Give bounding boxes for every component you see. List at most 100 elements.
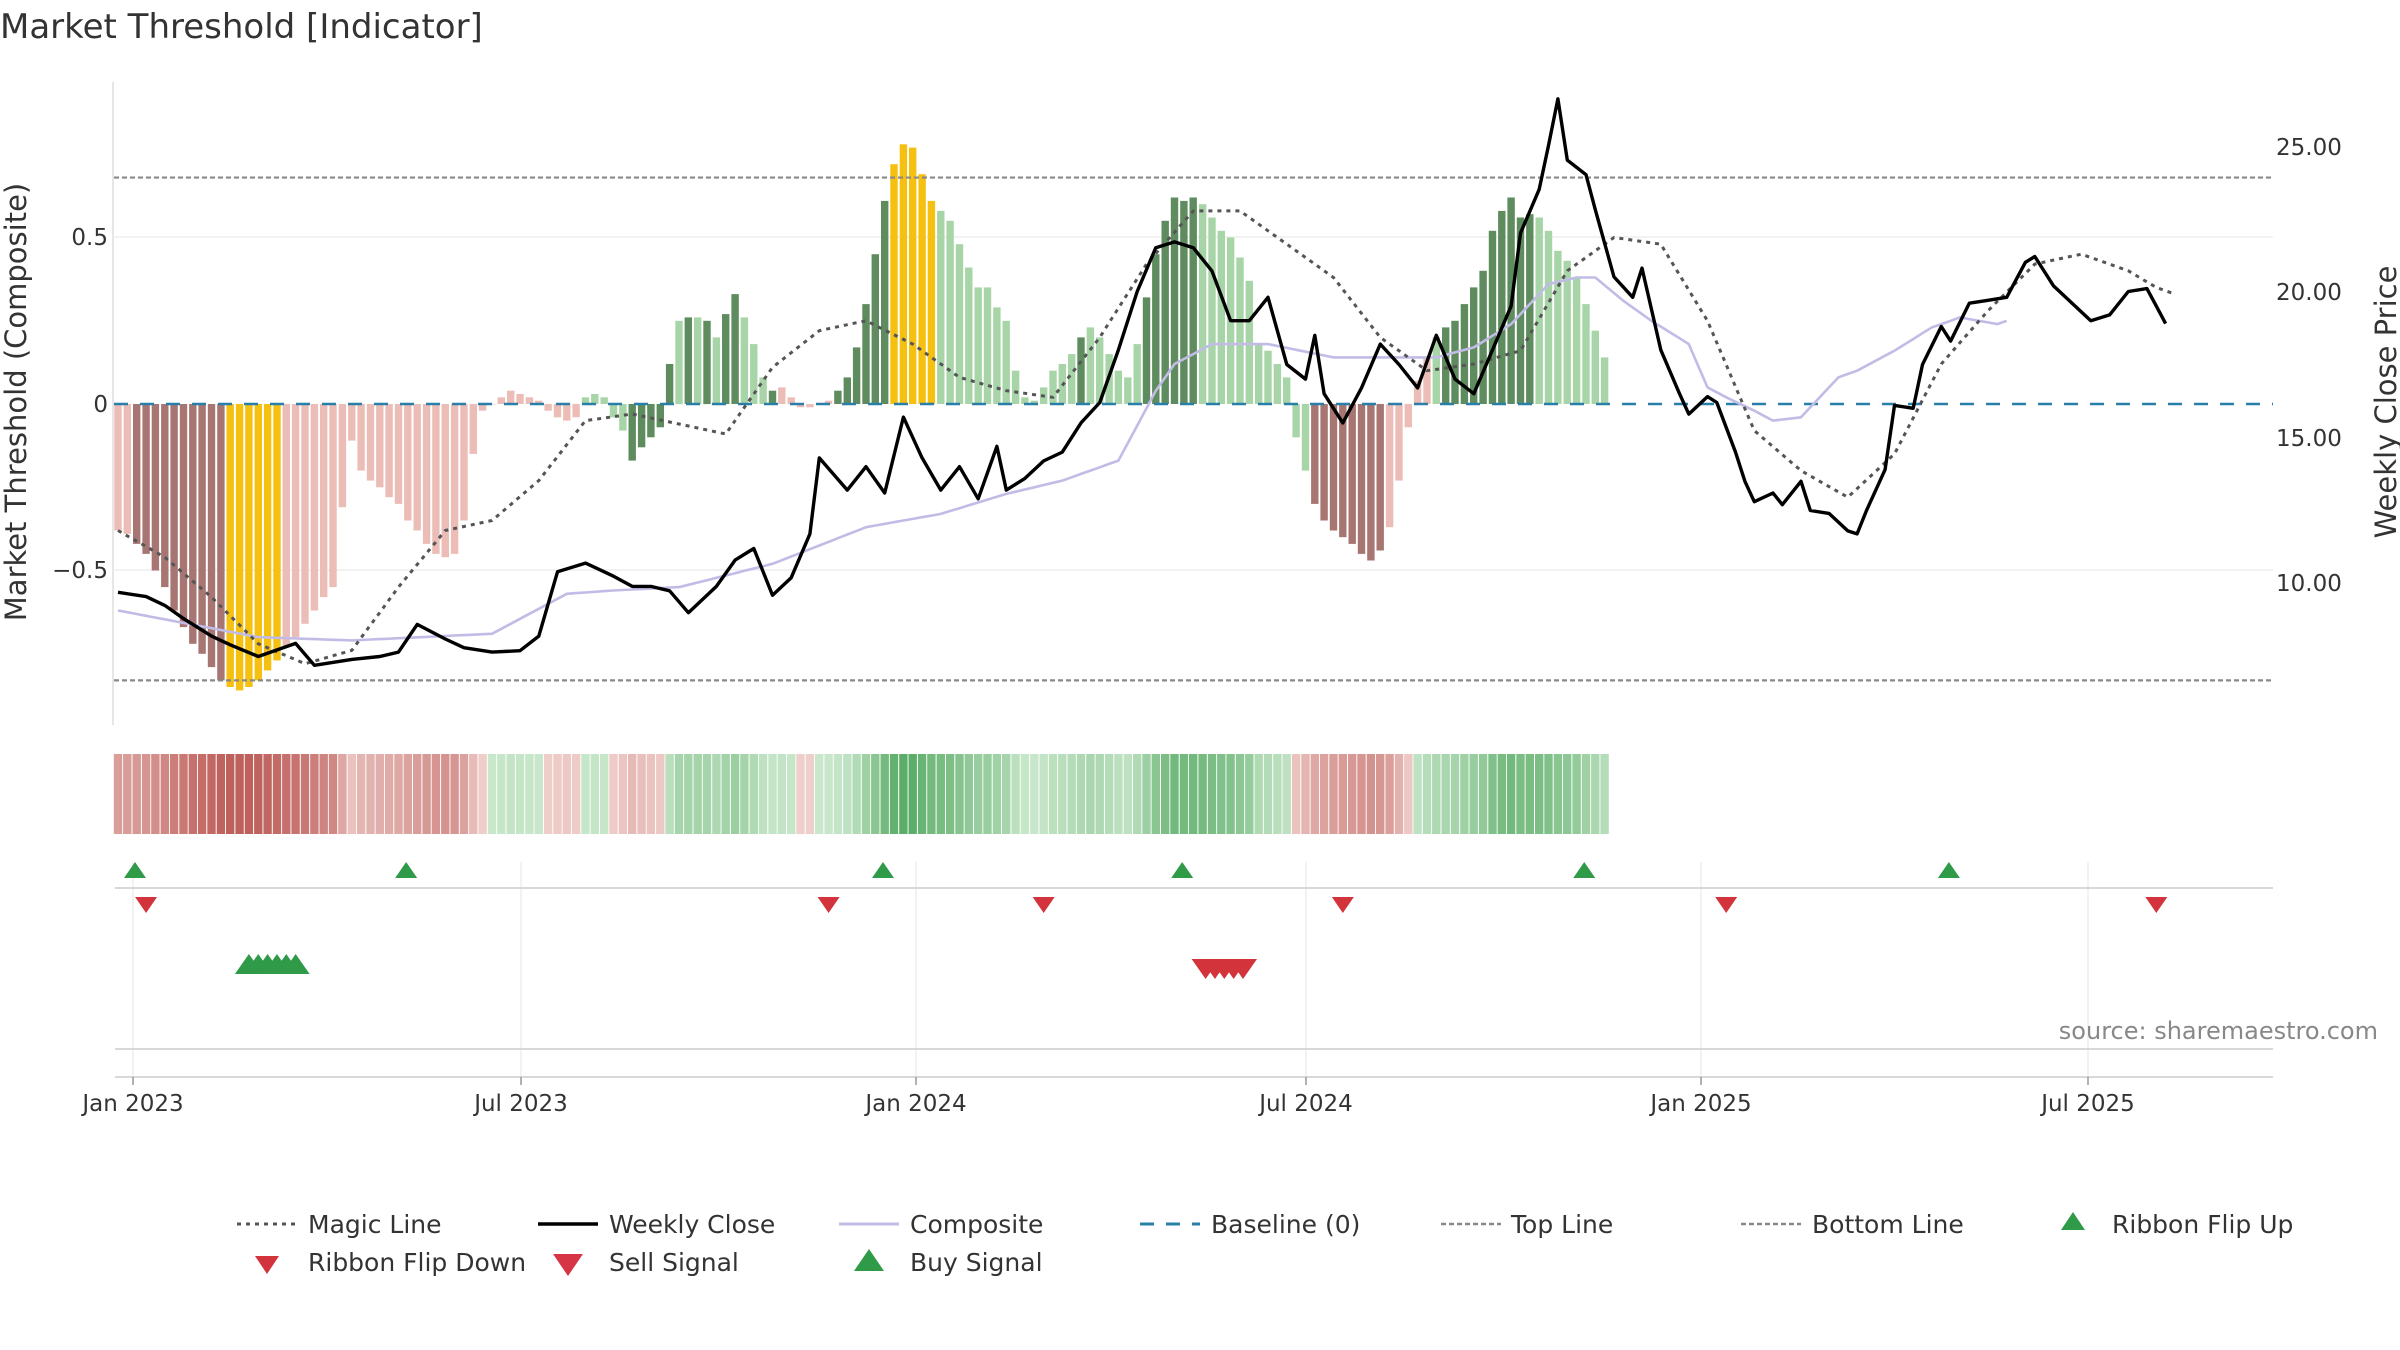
composite-bar (647, 404, 655, 438)
legend-item-buy-signal: Buy Signal (854, 1248, 1043, 1277)
composite-bar (1170, 197, 1179, 404)
ribbon-flip-down-marker (1331, 897, 1354, 913)
ribbon-segment (497, 754, 506, 834)
left-tick-label: 0.5 (71, 225, 108, 251)
ribbon-segment (908, 754, 917, 834)
composite-bar (291, 404, 300, 638)
x-tick-label: Jul 2024 (1257, 1091, 1353, 1117)
ribbon-segment (1310, 754, 1319, 834)
composite-bar (235, 404, 244, 691)
buy-signal-marker (281, 954, 310, 974)
composite-bar (329, 404, 337, 588)
composite-bar (460, 404, 468, 521)
composite-bar (1600, 357, 1609, 404)
ribbon-segment (712, 754, 721, 834)
ribbon-segment (983, 754, 992, 834)
ribbon-segment (684, 754, 693, 834)
right-tick-label: 25.00 (2276, 135, 2342, 161)
ribbon-segment (721, 754, 730, 834)
ribbon-segment (1301, 754, 1310, 834)
composite-bar (796, 404, 805, 408)
ribbon-segment (1076, 754, 1086, 834)
ribbon-segment (646, 754, 656, 834)
ribbon-segment (674, 754, 684, 834)
ribbon-segment (123, 754, 132, 834)
composite-bar (1273, 364, 1282, 404)
composite-bar (759, 377, 767, 404)
composite-bar (1236, 257, 1244, 404)
composite-bar (422, 404, 431, 544)
ribbon-segment (1338, 754, 1347, 834)
ribbon-segment (515, 754, 525, 834)
composite-bar (731, 294, 739, 404)
ribbon-segment (852, 754, 861, 834)
ribbon-segment (282, 754, 291, 834)
legend-label: Bottom Line (1812, 1210, 1964, 1239)
composite-line (117, 276, 2008, 642)
ribbon-segment (197, 754, 207, 834)
composite-bar (703, 320, 711, 405)
ribbon-segment (609, 754, 618, 834)
composite-bar (946, 220, 954, 404)
ribbon-segment (291, 754, 300, 834)
composite-bar (899, 144, 908, 405)
ribbon-segment (562, 754, 571, 834)
composite-bar (469, 404, 477, 454)
composite-bar (1442, 327, 1450, 404)
ribbon-segment (441, 754, 450, 834)
ribbon-segment (1478, 754, 1488, 834)
composite-bar (768, 390, 777, 404)
ribbon-segment (1170, 754, 1179, 834)
ribbon-segment (534, 754, 543, 834)
composite-bar (1292, 404, 1300, 438)
ribbon-segment (1357, 754, 1366, 834)
ribbon-segment (141, 754, 151, 834)
composite-bar (619, 404, 627, 431)
ribbon-segment (300, 754, 310, 834)
ribbon-segment (188, 754, 197, 834)
legend-item-weekly-close: Weekly Close (538, 1210, 775, 1239)
ribbon-flip-down-marker (1032, 897, 1055, 913)
ribbon-segment (1572, 754, 1581, 834)
ribbon-segment (1413, 754, 1422, 834)
composite-bar (1086, 327, 1095, 404)
composite-bar (1021, 397, 1029, 404)
composite-bar (665, 364, 674, 404)
ribbon-segment (600, 754, 609, 834)
composite-bar (890, 164, 898, 404)
composite-bar (142, 404, 150, 554)
ribbon-flip-up-marker (395, 862, 418, 878)
composite-bar (909, 147, 917, 404)
left-axis-title: Market Threshold (Composite) (0, 183, 33, 621)
x-tick-label: Jul 2025 (2039, 1091, 2135, 1117)
x-axis-ticks (132, 1077, 2089, 1085)
composite-bar (404, 404, 412, 521)
composite-bar (189, 404, 197, 644)
composite-bar (348, 404, 356, 441)
ribbon-segment (1516, 754, 1525, 834)
composite-bar (572, 404, 580, 418)
composite-bar (1114, 370, 1123, 404)
composite-bar (918, 174, 926, 404)
legend-label: Magic Line (308, 1210, 442, 1239)
ribbon-segment (702, 754, 712, 834)
ribbon-segment (263, 754, 272, 834)
chart-title: Market Threshold [Indicator] (0, 7, 483, 47)
legend-label: Ribbon Flip Up (2112, 1210, 2293, 1239)
composite-bar (432, 404, 440, 554)
composite-bar (1339, 404, 1347, 538)
composite-bar (198, 404, 206, 654)
ribbon-segment (328, 754, 338, 834)
legend-item-baseline: Baseline (0) (1140, 1210, 1360, 1239)
ribbon-segment (1497, 754, 1506, 834)
ribbon-segment (1235, 754, 1245, 834)
ribbon-segment (833, 754, 843, 834)
ribbon-segment (235, 754, 244, 834)
ribbon-segment (543, 754, 553, 834)
ribbon-segment (945, 754, 955, 834)
x-tick-label: Jan 2024 (863, 1091, 966, 1117)
signal-panel-grid (132, 862, 2089, 1077)
composite-bar (1563, 260, 1571, 404)
ribbon-segment (459, 754, 469, 834)
